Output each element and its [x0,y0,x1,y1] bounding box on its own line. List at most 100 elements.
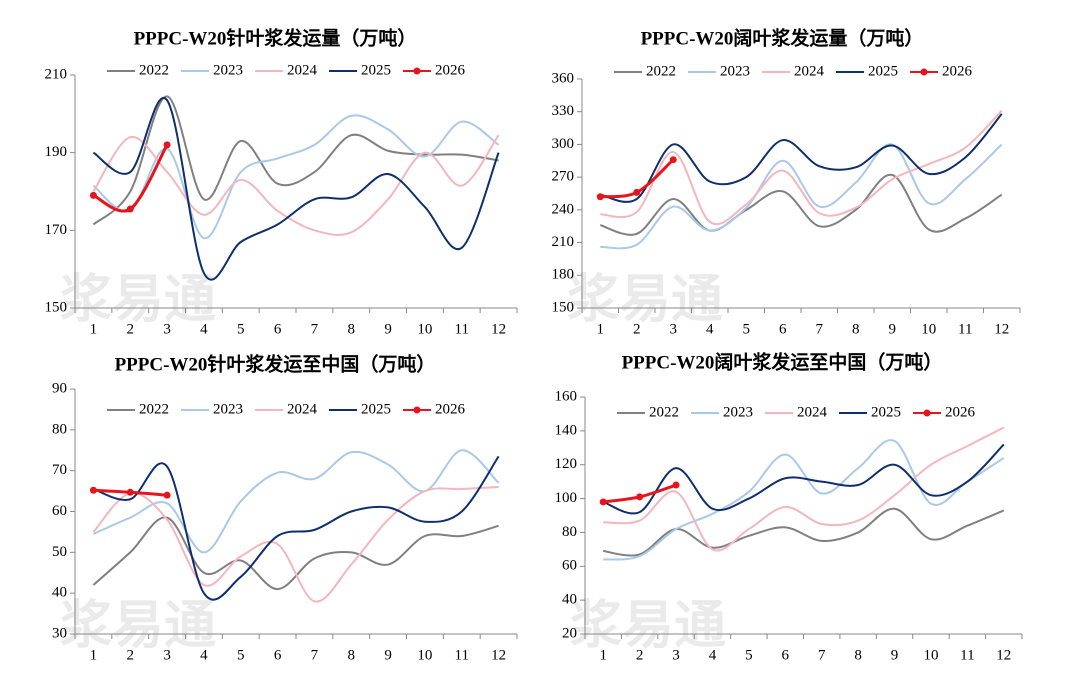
legend-label: 2026 [942,63,973,79]
x-tick-label: 9 [384,321,392,337]
y-tick-label: 20 [562,625,577,641]
x-tick-label: 12 [491,647,506,663]
data-point [163,491,171,499]
watermark: 浆易通 [60,270,216,330]
y-tick-label: 240 [552,201,575,217]
series-line [92,134,500,236]
y-tick-label: 80 [52,421,67,437]
legend-label: 2024 [287,401,318,417]
x-tick-label: 4 [706,321,714,337]
x-tick-label: 11 [960,647,974,663]
legend-marker [413,406,421,414]
legend-label: 2026 [945,404,976,420]
series-line [603,439,1005,561]
x-tick-label: 2 [127,647,135,663]
x-tick-label: 11 [455,647,469,663]
x-tick-label: 4 [200,321,208,337]
series-line [599,173,1003,236]
legend-label: 2023 [213,62,243,78]
data-point [163,141,171,149]
y-tick-label: 40 [52,585,67,601]
x-tick-label: 2 [636,647,644,663]
x-tick-label: 4 [200,647,208,663]
series-line [92,114,500,240]
y-tick-label: 160 [555,388,578,404]
legend-label: 2023 [723,404,753,420]
y-tick-label: 60 [52,503,67,519]
y-tick-label: 360 [552,70,575,86]
watermark: 浆易通 [570,596,726,656]
x-tick-label: 6 [782,647,790,663]
series-line [600,143,1003,250]
chart-title: PPPC-W20针叶浆发运至中国（万吨） [115,352,436,375]
y-tick-label: 70 [52,462,67,478]
x-tick-label: 3 [670,321,678,337]
watermark: 浆易通 [60,596,216,656]
chart-title: PPPC-W20针叶浆发运量（万吨） [134,26,417,49]
y-tick-label: 270 [552,169,575,185]
y-tick-label: 300 [552,136,575,152]
series-line [93,449,500,554]
x-tick-label: 10 [417,647,432,663]
x-tick-label: 7 [311,647,319,663]
legend-label: 2025 [871,404,901,420]
y-tick-label: 90 [52,380,67,396]
x-tick-label: 1 [597,321,605,337]
legend-marker [923,409,931,417]
data-point [89,191,97,199]
data-point [126,488,134,496]
legend-label: 2025 [361,401,391,417]
x-tick-label: 12 [996,647,1011,663]
data-point [633,188,641,196]
y-tick-label: 140 [555,422,578,438]
x-tick-label: 10 [417,321,432,337]
x-tick-label: 4 [709,647,717,663]
series-line [600,113,1003,203]
x-tick-label: 7 [818,647,826,663]
x-tick-label: 12 [994,321,1009,337]
data-point [89,486,97,494]
y-tick-label: 60 [562,558,577,574]
legend-label: 2026 [435,401,466,417]
x-tick-label: 8 [348,647,356,663]
series-line [92,144,169,213]
series-line [92,516,499,591]
legend-label: 2025 [868,63,898,79]
x-tick-label: 6 [779,321,787,337]
x-tick-label: 3 [163,321,171,337]
x-tick-label: 11 [958,321,972,337]
y-tick-label: 100 [555,490,578,506]
x-tick-label: 2 [127,321,135,337]
x-tick-label: 6 [274,321,282,337]
y-tick-label: 190 [45,144,68,160]
x-tick-label: 8 [348,321,356,337]
data-point [672,481,680,489]
y-tick-label: 50 [52,544,67,560]
x-tick-label: 8 [854,647,862,663]
x-tick-label: 5 [743,321,751,337]
y-tick-label: 30 [52,625,67,641]
data-point [596,193,604,201]
x-tick-label: 10 [923,647,938,663]
legend-label: 2024 [794,63,825,79]
legend-label: 2024 [797,404,828,420]
x-tick-label: 5 [745,647,753,663]
x-tick-label: 7 [816,321,824,337]
series-line [92,95,499,226]
series-line [603,507,1005,557]
legend-label: 2024 [287,62,318,78]
legend-marker [413,67,421,75]
x-tick-label: 9 [889,321,897,337]
legend-label: 2022 [139,62,169,78]
legend-label: 2022 [139,401,169,417]
x-tick-label: 1 [599,647,607,663]
legend-label: 2023 [720,63,750,79]
chart-title: PPPC-W20阔叶浆发运至中国（万吨） [622,350,943,373]
y-tick-label: 150 [552,299,575,315]
series-line [603,426,1005,552]
x-tick-label: 5 [237,321,245,337]
x-tick-label: 9 [384,647,392,663]
legend-label: 2023 [213,401,243,417]
data-point [669,156,677,164]
